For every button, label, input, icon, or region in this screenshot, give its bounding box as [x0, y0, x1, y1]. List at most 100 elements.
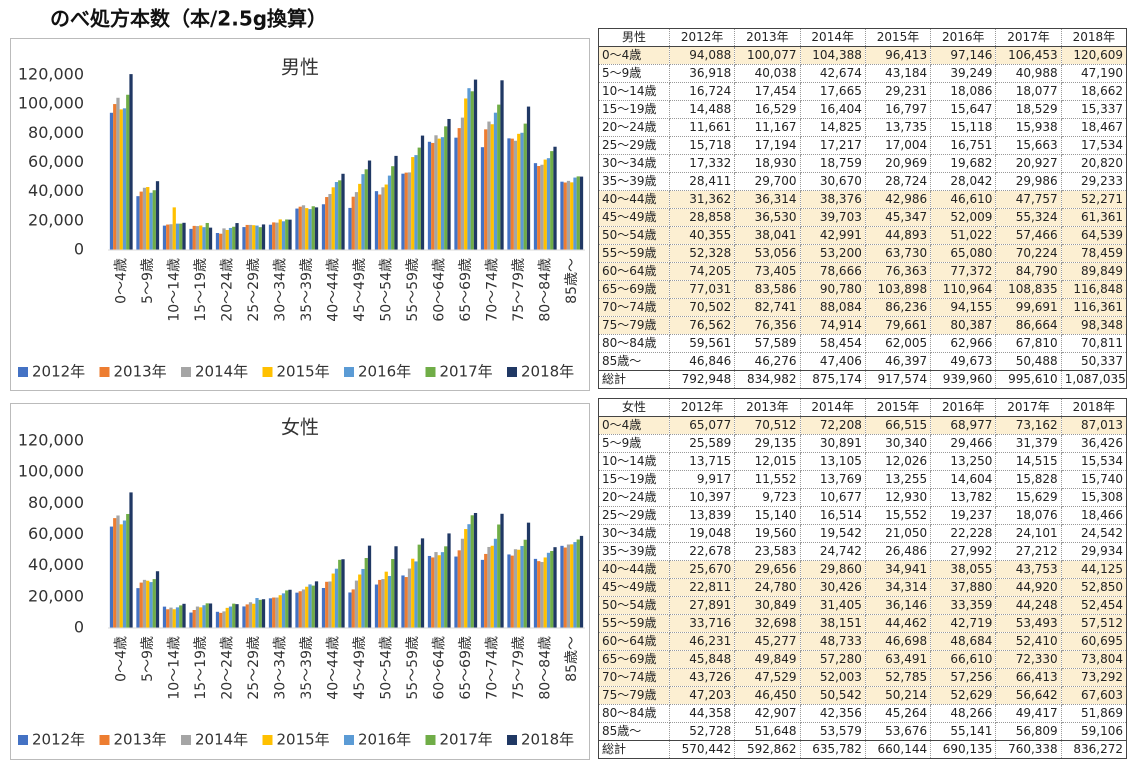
table-cell: 108,835: [995, 280, 1062, 299]
bar: [540, 561, 544, 628]
bar: [470, 91, 474, 251]
table-cell: 73,804: [1060, 650, 1128, 669]
table-cell: 73,162: [995, 416, 1062, 435]
table-cell: 73,292: [1060, 668, 1128, 687]
bar: [228, 606, 233, 628]
table-cell: 19,682: [930, 154, 997, 173]
bar: [367, 545, 372, 628]
bar: [172, 207, 176, 250]
y-tick-label: 0: [74, 618, 84, 637]
table-cell: 78,666: [799, 262, 866, 281]
table-cell: 15,140: [734, 506, 801, 525]
x-tick-label: 0～4歳: [113, 636, 129, 682]
table-row: 10～14歳 16,724 17,454 17,665 29,231 18,086 18,0…: [598, 82, 1128, 101]
x-tick-label: 55～59歳: [405, 258, 421, 322]
table-cell: 15,740: [1060, 470, 1128, 489]
bar: [192, 609, 196, 628]
table-row: 50～54歳 40,355 38,041 42,991 44,893 51,022 57,4…: [598, 226, 1128, 245]
x-tick-label: 45～49歳: [352, 258, 368, 322]
table-cell: 29,466: [930, 434, 997, 453]
table-cell: 47,529: [734, 668, 801, 687]
y-tick-label: 20,000: [28, 586, 84, 605]
table-cell: 30～34歳: [598, 524, 670, 543]
table-cell: 37,880: [930, 578, 997, 597]
table-row: 65～69歳 45,848 49,849 57,280 63,491 66,610 72,3…: [598, 650, 1128, 669]
bar: [526, 522, 531, 628]
bar: [384, 571, 388, 628]
bar: [543, 557, 547, 628]
table-cell: 15,647: [930, 100, 997, 119]
table-cell: 24,101: [995, 524, 1062, 543]
table-cell: 635,782: [799, 740, 866, 759]
bar: [364, 557, 368, 628]
bar: [248, 224, 253, 250]
bar: [275, 222, 279, 250]
legend-label: 2013年: [114, 363, 167, 381]
x-tick-label: 60～64歳: [431, 636, 447, 700]
x-tick-label: 40～44歳: [325, 258, 341, 322]
table-cell: 592,862: [734, 740, 801, 759]
bar: [295, 208, 299, 250]
table-cell: 15,337: [1060, 100, 1128, 119]
table-cell: 75～79歳: [598, 316, 670, 335]
table-cell: 47,757: [995, 190, 1062, 209]
bar: [208, 603, 213, 628]
bar: [126, 94, 130, 250]
bar: [381, 579, 385, 628]
bar: [169, 224, 173, 250]
x-tick-label: 15～19歳: [193, 636, 209, 700]
table-row: 40～44歳 31,362 36,314 38,376 42,986 46,610 47,7…: [598, 190, 1128, 209]
table-cell: 104,388: [799, 46, 866, 65]
table-row: 80～84歳 59,561 57,589 58,454 62,005 62,966 67,8…: [598, 334, 1128, 353]
table-row: 30～34歳 19,048 19,560 19,542 21,050 22,228 24,1…: [598, 524, 1128, 543]
bar: [513, 549, 518, 628]
legend-label: 2015年: [277, 731, 330, 749]
bar: [550, 550, 554, 628]
x-tick-label: 10～14歳: [166, 258, 182, 322]
table-cell: 31,362: [668, 190, 736, 209]
table-cell: 13,255: [864, 470, 932, 489]
bar: [202, 227, 206, 250]
bar: [427, 555, 432, 628]
bar: [576, 539, 580, 628]
table-cell: 15,552: [864, 506, 932, 525]
bar: [122, 520, 127, 628]
table-cell: 30,426: [799, 578, 866, 597]
bar: [116, 515, 120, 628]
table-cell: 80～84歳: [598, 704, 670, 723]
bar: [404, 172, 408, 250]
bar: [517, 133, 521, 250]
table-cell: 65,077: [668, 416, 736, 435]
table-cell: 55,324: [995, 208, 1062, 227]
bar: [195, 606, 200, 628]
x-tick-label: 20～24歳: [219, 636, 235, 700]
table-cell: 83,586: [734, 280, 801, 299]
table-cell: 28,858: [668, 208, 736, 227]
bar: [348, 592, 352, 628]
table-cell: 16,514: [799, 506, 866, 525]
bar: [308, 209, 312, 250]
bar: [500, 80, 504, 250]
table-cell: 22,228: [930, 524, 997, 543]
table-cell: 50～54歳: [598, 596, 670, 615]
table-row: 35～39歳 22,678 23,583 24,742 26,486 27,992 27,2…: [598, 542, 1128, 561]
bar: [109, 112, 114, 250]
x-tick-label: 35～39歳: [299, 636, 315, 700]
y-tick-label: 60,000: [28, 152, 84, 171]
table-cell: 52,410: [995, 632, 1062, 651]
legend-label: 2018年: [521, 731, 574, 749]
table-cell: 49,417: [995, 704, 1062, 723]
table-cell: 94,155: [930, 298, 997, 317]
table-cell: 32,698: [734, 614, 801, 633]
table-row: 55～59歳 52,328 53,056 53,200 63,730 65,080 70,2…: [598, 244, 1128, 263]
legend-label: 2014年: [195, 363, 248, 381]
table-cell: 17,665: [799, 82, 866, 101]
table-row: 25～29歳 13,839 15,140 16,514 15,552 19,237 18,0…: [598, 506, 1128, 525]
bar: [272, 222, 276, 250]
table-cell: 42,719: [930, 614, 997, 633]
table-cell: 29,934: [1060, 542, 1128, 561]
bar: [139, 191, 143, 250]
table-cell: 46,231: [668, 632, 736, 651]
table-cell: 29,700: [734, 172, 801, 191]
